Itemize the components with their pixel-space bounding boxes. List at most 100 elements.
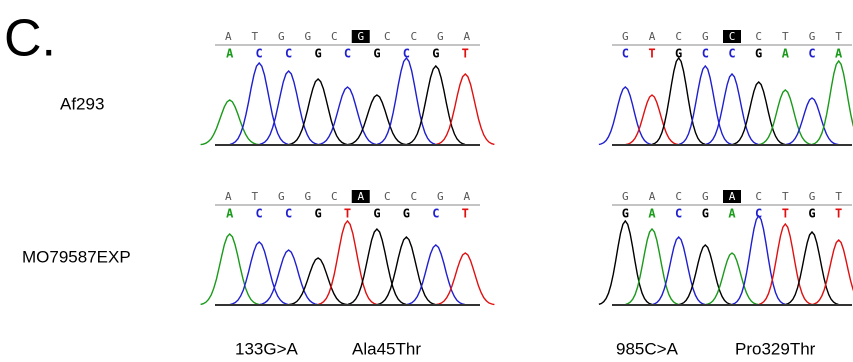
figure-canvas: C. Af293 MO79587EXP 133G>A Ala45Thr 985C… bbox=[0, 0, 853, 362]
base-call: T bbox=[835, 207, 842, 221]
trace-peak bbox=[812, 61, 853, 144]
base-call: G bbox=[622, 207, 629, 221]
trace-peak bbox=[599, 221, 652, 304]
trace-peak bbox=[786, 232, 839, 304]
base-letter: A bbox=[649, 190, 656, 203]
trace-peak bbox=[201, 100, 259, 145]
base-letter: C bbox=[410, 190, 417, 203]
annotation: Ala45Thr bbox=[352, 339, 421, 358]
trace-peak bbox=[652, 58, 705, 144]
trace-peak bbox=[289, 258, 347, 305]
base-call: C bbox=[285, 47, 292, 61]
base-call: C bbox=[256, 207, 263, 221]
base-letter: T bbox=[251, 30, 258, 43]
trace-peak bbox=[626, 95, 679, 145]
base-letter: A bbox=[225, 190, 232, 203]
base-letter: G bbox=[278, 190, 285, 203]
trace-peak bbox=[706, 74, 759, 144]
base-letter: C bbox=[331, 190, 338, 203]
base-letter: T bbox=[782, 190, 789, 203]
base-call: A bbox=[782, 47, 790, 61]
trace-peak bbox=[652, 237, 705, 305]
trace-peak bbox=[759, 224, 812, 304]
base-call: G bbox=[373, 207, 380, 221]
base-letter: G bbox=[278, 30, 285, 43]
base-call: G bbox=[808, 207, 815, 221]
base-call: C bbox=[702, 47, 709, 61]
base-call: C bbox=[285, 207, 292, 221]
base-letter: G bbox=[809, 30, 816, 43]
trace-peak bbox=[230, 63, 288, 144]
base-call: T bbox=[344, 207, 351, 221]
trace-peak bbox=[230, 242, 288, 305]
base-letter: T bbox=[835, 190, 842, 203]
base-letter: G bbox=[622, 30, 629, 43]
panel-label: C. bbox=[4, 10, 56, 68]
strain-label: Af293 bbox=[60, 94, 104, 113]
base-letter: G bbox=[622, 190, 629, 203]
base-letter: G bbox=[702, 30, 709, 43]
trace-peak bbox=[786, 98, 839, 145]
base-letter: A bbox=[463, 190, 470, 203]
base-call: T bbox=[648, 47, 655, 61]
trace-peak bbox=[436, 74, 494, 144]
base-letter: A bbox=[649, 30, 656, 43]
trace-peak bbox=[626, 229, 679, 304]
base-letter: G bbox=[437, 30, 444, 43]
base-letter: C bbox=[675, 190, 682, 203]
base-call: C bbox=[256, 47, 263, 61]
annotation: 985C>A bbox=[616, 339, 679, 358]
base-call: A bbox=[226, 47, 234, 61]
base-letter: G bbox=[809, 190, 816, 203]
base-letter: G bbox=[702, 190, 709, 203]
base-call: G bbox=[755, 47, 762, 61]
base-call: C bbox=[344, 47, 351, 61]
base-call: T bbox=[462, 207, 469, 221]
trace-peak bbox=[348, 229, 406, 304]
base-call: T bbox=[462, 47, 469, 61]
base-letter: T bbox=[782, 30, 789, 43]
base-letter: G bbox=[357, 30, 364, 43]
annotation: 133G>A bbox=[235, 339, 299, 358]
base-letter: C bbox=[384, 30, 391, 43]
base-call: C bbox=[675, 207, 682, 221]
base-call: A bbox=[648, 207, 656, 221]
base-call: G bbox=[373, 47, 380, 61]
base-letter: G bbox=[437, 190, 444, 203]
base-letter: A bbox=[729, 190, 736, 203]
trace-peak bbox=[732, 216, 785, 304]
base-letter: G bbox=[304, 190, 311, 203]
base-call: T bbox=[782, 207, 789, 221]
base-call: A bbox=[728, 207, 736, 221]
trace-peak bbox=[706, 253, 759, 305]
base-call: C bbox=[432, 207, 439, 221]
trace-peak bbox=[436, 253, 494, 305]
strain-label: MO79587EXP bbox=[22, 247, 131, 266]
base-letter: T bbox=[251, 190, 258, 203]
base-call: G bbox=[314, 47, 321, 61]
base-letter: A bbox=[225, 30, 232, 43]
base-call: G bbox=[314, 207, 321, 221]
base-letter: A bbox=[357, 190, 364, 203]
base-letter: C bbox=[410, 30, 417, 43]
base-call: C bbox=[755, 207, 762, 221]
base-letter: A bbox=[463, 30, 470, 43]
base-letter: C bbox=[331, 30, 338, 43]
base-call: C bbox=[622, 47, 629, 61]
trace-peak bbox=[260, 71, 318, 144]
trace-peak bbox=[679, 66, 732, 144]
base-letter: C bbox=[755, 190, 762, 203]
base-letter: C bbox=[384, 190, 391, 203]
base-letter: T bbox=[835, 30, 842, 43]
base-letter: C bbox=[675, 30, 682, 43]
trace-peak bbox=[318, 221, 376, 304]
trace-peak bbox=[407, 66, 465, 144]
trace-peak bbox=[377, 237, 435, 305]
trace-peak bbox=[201, 234, 259, 304]
trace-peak bbox=[289, 79, 347, 145]
trace-peak bbox=[348, 95, 406, 145]
base-call: C bbox=[728, 47, 735, 61]
figure: C. Af293 MO79587EXP 133G>A Ala45Thr 985C… bbox=[0, 0, 853, 362]
base-call: G bbox=[702, 207, 709, 221]
base-call: A bbox=[835, 47, 843, 61]
